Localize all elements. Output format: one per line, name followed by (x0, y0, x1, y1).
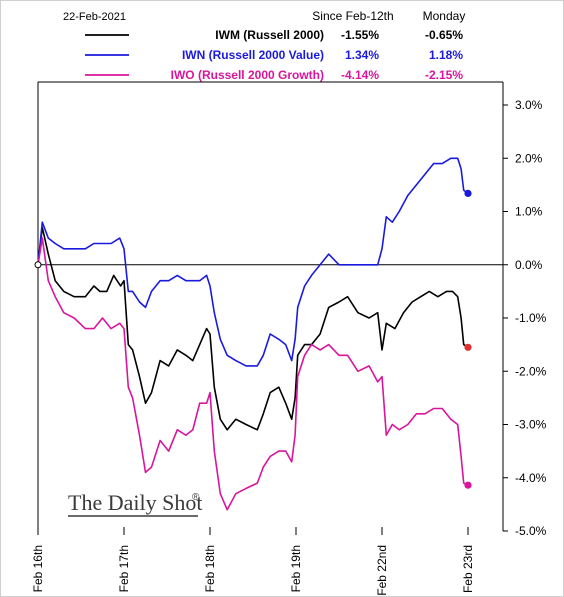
y-tick-label: 0.0% (515, 258, 543, 272)
legend: IWM (Russell 2000) -1.55% -0.65% IWN (Russe… (85, 28, 463, 82)
iwn-end-marker (464, 189, 472, 197)
series-end-markers (34, 189, 472, 489)
monday-header: Monday (423, 9, 466, 23)
x-tick-label: Feb 16th (31, 545, 45, 592)
y-tick-label: 3.0% (515, 98, 543, 112)
monday-value-iwm: -0.65% (425, 28, 463, 42)
start-marker (34, 261, 42, 269)
x-tick-label: Feb 17th (117, 545, 131, 592)
y-tick-label: -2.0% (515, 364, 547, 378)
plot-area: Feb 16th Feb 17th Feb 18th Feb 19th Feb 22nd… (31, 81, 547, 596)
x-tick-label: Feb 23rd (461, 545, 475, 593)
monday-value-iwo: -2.15% (425, 68, 463, 82)
x-tick-label: Feb 22nd (375, 545, 389, 596)
brand-registered-mark: ® (192, 492, 200, 503)
date-label: 22-Feb-2021 (63, 11, 126, 23)
y-tick-label: -3.0% (515, 418, 547, 432)
y-tick-label: -4.0% (515, 471, 547, 485)
iwm-end-marker (464, 343, 472, 351)
since-feb12-value-iwn: 1.34% (345, 48, 379, 62)
monday-value-iwn: 1.18% (429, 48, 463, 62)
y-tick-label: 1.0% (515, 205, 543, 219)
iwm-line (37, 226, 469, 431)
legend-label-iwo: IWO (Russell 2000 Growth) (171, 68, 324, 82)
y-axis: 3.0% 2.0% 1.0% 0.0% -1.0% -2.0% -3.0% -4.0% -5.0… (503, 98, 547, 538)
x-tick-label: Feb 19th (289, 545, 303, 592)
chart-header: 22-Feb-2021 Since Feb-12th Monday IWM (R… (63, 9, 465, 82)
since-feb12-value-iwm: -1.55% (341, 28, 379, 42)
legend-label-iwm: IWM (Russell 2000) (215, 28, 324, 42)
since-feb12-value-iwo: -4.14% (341, 68, 379, 82)
series-lines (37, 157, 469, 511)
legend-label-iwn: IWN (Russell 2000 Value) (182, 48, 324, 62)
y-tick-label: 2.0% (515, 151, 543, 165)
iwo-end-marker (464, 481, 472, 489)
x-tick-label: Feb 18th (203, 545, 217, 592)
since-feb12-header: Since Feb-12th (312, 9, 393, 23)
x-axis: Feb 16th Feb 17th Feb 18th Feb 19th Feb 22nd… (31, 527, 475, 596)
iwn-line (37, 157, 469, 367)
y-tick-label: -1.0% (515, 311, 547, 325)
y-tick-label: -5.0% (515, 524, 547, 538)
brand-name: The Daily Shot (68, 490, 202, 515)
brand-logo: The Daily Shot ® (68, 490, 202, 517)
iwo-line (37, 237, 469, 511)
